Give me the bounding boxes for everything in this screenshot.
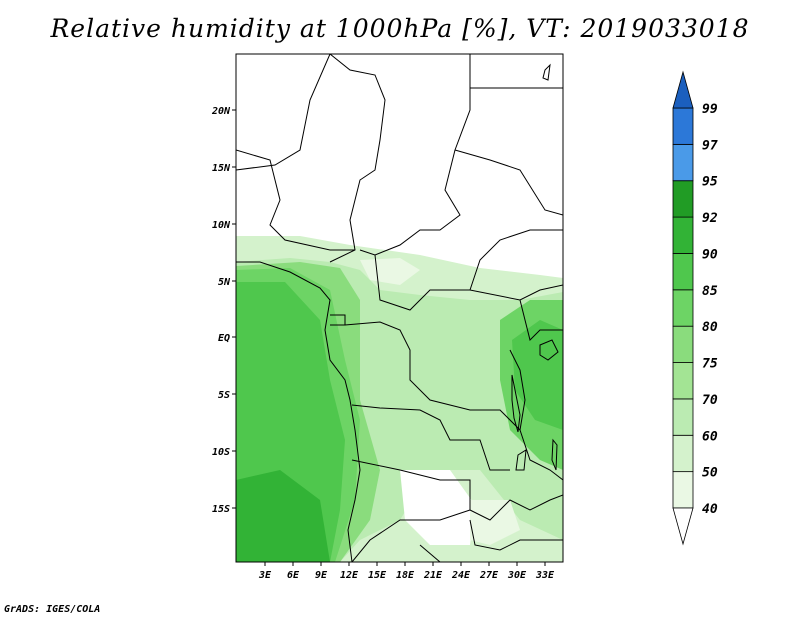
map-title: Relative humidity at 1000hPa [%], VT: 20… (50, 14, 750, 43)
colorbar-swatch (672, 325, 694, 363)
humidity-field (236, 54, 563, 562)
lon-tick-label: 24E (451, 570, 471, 581)
colorbar-max-triangle (672, 70, 694, 109)
lon-tick-label: 30E (507, 570, 527, 581)
lon-tick-label: 15E (368, 570, 387, 581)
colorbar-label: 90 (702, 247, 718, 262)
colorbar-swatch (672, 180, 694, 218)
colorbar-label: 92 (702, 211, 718, 226)
colorbar-swatch (672, 471, 694, 509)
lon-tick-label: 21E (423, 570, 443, 581)
lon-tick-label: 3E (258, 570, 272, 581)
lat-tick-label: 5N (218, 277, 231, 288)
lat-tick-label: 5S (218, 390, 230, 401)
colorbar-min-triangle (672, 507, 694, 546)
lat-tick-label: 10N (212, 220, 231, 231)
footer-credit: GrADS: IGES/COLA (4, 604, 101, 615)
lat-tick-label: 20N (211, 106, 231, 117)
colorbar-label: 70 (702, 393, 718, 408)
colorbar-label: 50 (702, 466, 718, 481)
lon-tick-label: 9E (315, 570, 328, 581)
lat-tick-label: EQ (218, 333, 230, 344)
colorbar-label: 97 (702, 138, 718, 153)
colorbar-swatch (672, 434, 694, 473)
colorbar-swatch (672, 216, 694, 254)
lakes (511, 63, 559, 471)
colorbar-label: 40 (702, 502, 718, 517)
lon-tick-label: 6E (287, 570, 300, 581)
lon-axis: 3E 6E 9E 12E 15E 18E 21E 24E 27E 30E 33E (258, 562, 555, 581)
colorbar-label: 80 (702, 320, 718, 335)
lat-axis: 20N 15N 10N 5N EQ 5S 10S 15S (211, 106, 236, 515)
colorbar: 40 50 60 70 75 80 85 90 92 95 97 99 (672, 70, 718, 546)
colorbar-swatch (672, 253, 694, 291)
lat-tick-label: 15S (212, 504, 230, 515)
lat-tick-label: 10S (212, 447, 230, 458)
lon-tick-label: 12E (340, 570, 359, 581)
colorbar-label: 95 (702, 175, 718, 190)
colorbar-label: 85 (702, 284, 718, 299)
lon-tick-label: 18E (396, 570, 415, 581)
map-frame (235, 53, 564, 563)
colorbar-label: 99 (702, 102, 718, 117)
country-borders (236, 54, 563, 562)
colorbar-swatch (672, 362, 694, 400)
colorbar-label: 60 (702, 429, 718, 444)
colorbar-label: 75 (702, 357, 718, 372)
colorbar-swatch (672, 143, 694, 182)
colorbar-swatch (672, 107, 694, 145)
lon-tick-label: 33E (535, 570, 555, 581)
lat-tick-label: 15N (212, 163, 231, 174)
colorbar-swatch (672, 398, 694, 436)
lon-tick-label: 27E (479, 570, 499, 581)
colorbar-swatch (672, 289, 694, 327)
